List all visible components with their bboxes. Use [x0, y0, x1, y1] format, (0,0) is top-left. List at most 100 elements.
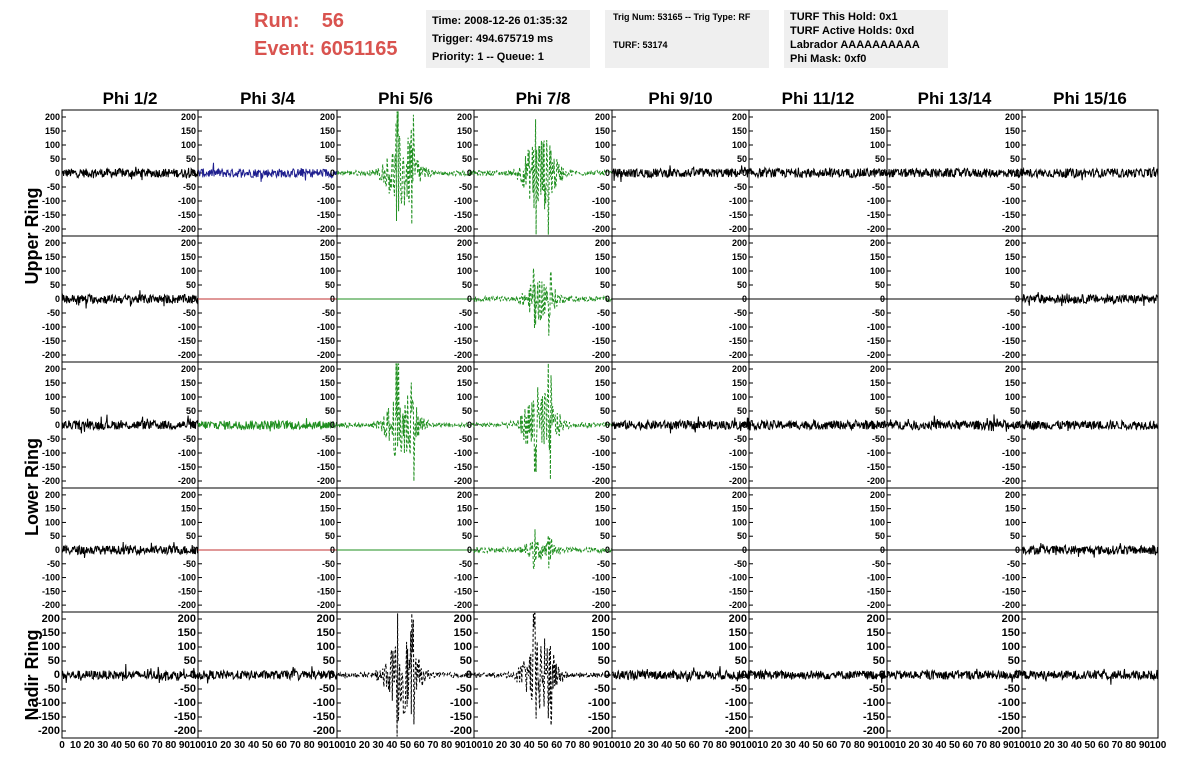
y-tick-label-r2-c7-0: 0: [880, 294, 885, 304]
y-tick-label-r3-c1--200: -200: [42, 476, 60, 486]
y-tick-label-r4-c2-0: 0: [191, 545, 196, 555]
y-tick-label-r1-c4-0: 0: [467, 168, 472, 178]
y-tick-label-r3-c5--200: -200: [592, 476, 610, 486]
y-tick-label-r1-c1-50: 50: [50, 154, 60, 164]
y-tick-label-r1-c2-100: 100: [181, 140, 196, 150]
y-tick-label-r1-c6--100: -100: [729, 196, 747, 206]
y-tick-label-r3-c3--200: -200: [317, 476, 335, 486]
y-tick-label-r3-c2-0: 0: [191, 420, 196, 430]
y-tick-label-r1-c6-50: 50: [737, 154, 747, 164]
y-tick-label-r5-c6--100: -100: [725, 697, 747, 709]
waveform-r5-c3: [336, 613, 475, 737]
y-tick-label-r1-c3-0: 0: [330, 168, 335, 178]
turf-active-holds-text: TURF Active Holds: 0xd: [790, 25, 915, 37]
y-tick-label-r5-c1-100: 100: [42, 641, 60, 653]
y-tick-label-r5-c6--50: -50: [731, 683, 747, 695]
column-header-4: Phi 7/8: [516, 89, 571, 108]
y-tick-label-r1-c1--150: -150: [42, 210, 60, 220]
y-tick-label-r3-c2-100: 100: [181, 392, 196, 402]
y-tick-label-r2-c8-150: 150: [1005, 252, 1020, 262]
y-tick-label-r1-c6-0: 0: [742, 168, 747, 178]
y-tick-label-r4-c1-50: 50: [50, 531, 60, 541]
y-tick-label-r1-c2-0: 0: [191, 168, 196, 178]
y-tick-label-r4-c2--100: -100: [178, 573, 196, 583]
y-tick-label-r5-c5--200: -200: [588, 725, 610, 737]
y-tick-label-r3-c3--50: -50: [322, 434, 335, 444]
y-tick-label-r3-c8-0: 0: [1015, 420, 1020, 430]
y-tick-label-r1-c8-100: 100: [1005, 140, 1020, 150]
y-tick-label-r3-c1--150: -150: [42, 462, 60, 472]
waveform-r2-c4: [473, 268, 613, 336]
x-tick-label-c7-50: 50: [949, 740, 961, 751]
x-tick-label-c5-100: 100: [741, 740, 758, 751]
y-tick-label-r4-c8-200: 200: [1005, 490, 1020, 500]
y-tick-label-r3-c2-150: 150: [181, 378, 196, 388]
x-tick-label-c1-0: 0: [59, 740, 65, 751]
event-value: 6051165: [320, 38, 398, 60]
y-tick-label-r2-c3-0: 0: [330, 294, 335, 304]
waveform-r5-c4: [473, 612, 613, 726]
column-header-1: Phi 1/2: [103, 89, 158, 108]
y-tick-label-r2-c4-0: 0: [467, 294, 472, 304]
y-tick-label-r4-c3--50: -50: [322, 559, 335, 569]
y-tick-label-r1-c5--50: -50: [597, 182, 610, 192]
y-tick-label-r4-c6-150: 150: [732, 504, 747, 514]
waveform-r3-c6: [749, 418, 888, 432]
y-tick-label-r2-c6--100: -100: [729, 322, 747, 332]
x-tick-label-c1-100: 100: [190, 740, 207, 751]
y-tick-label-r4-c8--100: -100: [1002, 573, 1020, 583]
y-tick-label-r3-c6--50: -50: [734, 434, 747, 444]
x-tick-label-c2-30: 30: [234, 740, 246, 751]
y-tick-label-r3-c7-0: 0: [880, 420, 885, 430]
y-tick-label-r5-c8-150: 150: [1002, 627, 1020, 639]
y-tick-label-r1-c1-150: 150: [45, 126, 60, 136]
y-tick-label-r2-c7--200: -200: [867, 350, 885, 360]
x-tick-label-c4-30: 30: [510, 740, 522, 751]
y-tick-label-r2-c3-50: 50: [325, 280, 335, 290]
time-text: Time: 2008-12-26 01:35:32: [432, 15, 568, 27]
y-tick-label-r5-c8-200: 200: [1002, 613, 1020, 625]
waveform-r5-c7: [886, 668, 1023, 683]
y-tick-label-r1-c3-150: 150: [320, 126, 335, 136]
phi-mask-text: Phi Mask: 0xf0: [790, 53, 867, 65]
y-tick-label-r2-c2--150: -150: [178, 336, 196, 346]
x-tick-label-c4-40: 40: [524, 740, 536, 751]
x-tick-label-c1-90: 90: [179, 740, 191, 751]
y-tick-label-r4-c5-100: 100: [595, 517, 610, 527]
y-tick-label-r1-c8-0: 0: [1015, 168, 1020, 178]
y-tick-label-r1-c1-100: 100: [45, 140, 60, 150]
y-tick-label-r5-c1-200: 200: [42, 613, 60, 625]
y-tick-label-r2-c6--50: -50: [734, 308, 747, 318]
y-tick-label-r4-c4-100: 100: [457, 517, 472, 527]
y-tick-label-r3-c7-200: 200: [870, 364, 885, 374]
y-tick-label-r1-c2-150: 150: [181, 126, 196, 136]
y-tick-label-r2-c6-150: 150: [732, 252, 747, 262]
y-tick-label-r2-c3-100: 100: [320, 266, 335, 276]
y-tick-label-r4-c4-200: 200: [457, 490, 472, 500]
y-tick-label-r2-c5--100: -100: [592, 322, 610, 332]
y-tick-label-r4-c7-0: 0: [880, 545, 885, 555]
x-tick-label-c1-30: 30: [97, 740, 109, 751]
y-tick-label-r1-c3-50: 50: [325, 154, 335, 164]
y-tick-label-r4-c6-0: 0: [742, 545, 747, 555]
y-tick-label-r5-c7--200: -200: [863, 725, 885, 737]
y-tick-label-r2-c4-200: 200: [457, 238, 472, 248]
y-tick-label-r4-c4-50: 50: [462, 531, 472, 541]
x-tick-label-c3-100: 100: [466, 740, 483, 751]
y-tick-label-r4-c1-200: 200: [45, 490, 60, 500]
y-tick-label-r2-c1--100: -100: [42, 322, 60, 332]
y-tick-label-r2-c4-150: 150: [457, 252, 472, 262]
y-tick-label-r4-c7--150: -150: [867, 586, 885, 596]
y-tick-label-r4-c5--100: -100: [592, 573, 610, 583]
waveform-r1-c4: [473, 119, 613, 235]
x-tick-label-c6-100: 100: [879, 740, 896, 751]
y-tick-label-r4-c7-100: 100: [870, 517, 885, 527]
y-tick-label-r4-c2-50: 50: [186, 531, 196, 541]
y-tick-label-r3-c2-200: 200: [181, 364, 196, 374]
waveform-r3-c3: [336, 363, 475, 482]
y-tick-label-r3-c3--100: -100: [317, 448, 335, 458]
y-tick-label-r1-c1--100: -100: [42, 196, 60, 206]
y-tick-label-r4-c6--150: -150: [729, 586, 747, 596]
y-tick-label-r2-c2-150: 150: [181, 252, 196, 262]
